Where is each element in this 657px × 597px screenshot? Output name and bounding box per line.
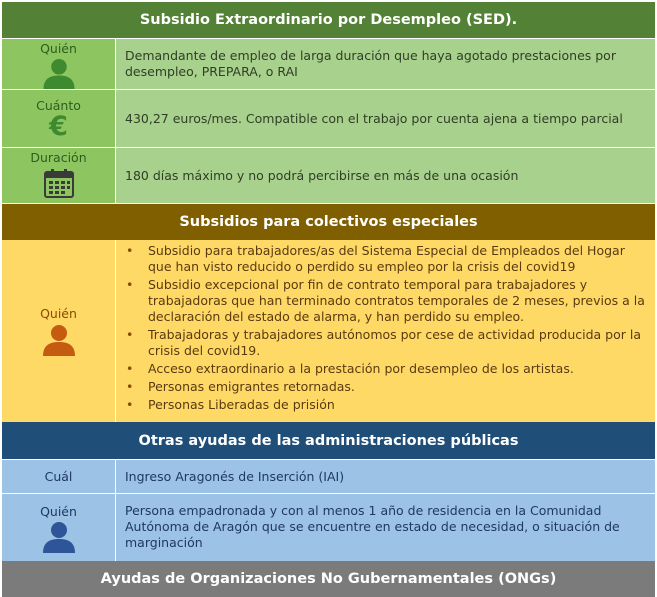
sed-title: Subsidio Extraordinario por Desempleo (S… [139, 12, 518, 28]
otras-cual-label-cell: Cuál [2, 460, 116, 493]
list-item: Personas Liberadas de prisión [124, 397, 649, 413]
otras-row-quien: Quién Persona empadronada y con al menos… [2, 493, 655, 561]
otras-row-cual: Cuál Ingreso Aragonés de Inserción (IAI) [2, 459, 655, 493]
otras-quien-value-cell: Persona empadronada y con al menos 1 año… [116, 494, 655, 561]
especiales-list: Subsidio para trabajadores/as del Sistem… [116, 240, 655, 415]
otras-cual-text: Ingreso Aragonés de Inserción (IAI) [125, 468, 345, 484]
sed-duracion-value-cell: 180 días máximo y no podrá percibirse en… [116, 148, 655, 203]
list-item: Acceso extraordinario a la prestación po… [124, 361, 649, 377]
sed-row-cuanto: Cuánto € 430,27 euros/mes. Compatible co… [2, 89, 655, 147]
sed-duracion-label: Duración [30, 150, 87, 165]
otras-quien-text: Persona empadronada y con al menos 1 año… [125, 503, 620, 550]
otras-cual-label: Cuál [44, 469, 73, 484]
sed-cuanto-label-cell: Cuánto € [2, 90, 116, 147]
sed-quien-text: Demandante de empleo de larga duración q… [125, 48, 616, 79]
calendar-icon [43, 169, 74, 198]
especiales-row-quien: Quién Subsidio para trabajadores/as del … [2, 240, 655, 422]
sed-header: Subsidio Extraordinario por Desempleo (S… [2, 2, 655, 38]
sed-quien-label-cell: Quién [2, 39, 116, 89]
especiales-quien-label-cell: Quién [2, 240, 116, 422]
otras-quien-label-cell: Quién [2, 494, 116, 561]
euro-icon: € [49, 111, 68, 142]
otras-header: Otras ayudas de las administraciones púb… [2, 422, 655, 459]
list-item: Subsidio para trabajadores/as del Sistem… [124, 243, 649, 275]
especiales-title: Subsidios para colectivos especiales [179, 214, 478, 230]
sed-quien-value-cell: Demandante de empleo de larga duración q… [116, 39, 655, 89]
sed-cuanto-value-cell: 430,27 euros/mes. Compatible con el trab… [116, 90, 655, 147]
list-item: Personas emigrantes retornadas. [124, 379, 649, 395]
person-icon [42, 325, 75, 356]
especiales-header: Subsidios para colectivos especiales [2, 204, 655, 240]
especiales-quien-label: Quién [40, 306, 77, 321]
list-item: Subsidio excepcional por fin de contrato… [124, 277, 649, 325]
otras-cual-value-cell: Ingreso Aragonés de Inserción (IAI) [116, 460, 655, 493]
sed-duracion-label-cell: Duración [2, 148, 116, 203]
sed-row-quien: Quién Demandante de empleo de larga dura… [2, 38, 655, 89]
sed-cuanto-label: Cuánto [36, 98, 81, 113]
sed-quien-label: Quién [40, 41, 77, 56]
ongs-title: Ayudas de Organizaciones No Gubernamenta… [100, 571, 557, 587]
otras-quien-label: Quién [40, 504, 77, 519]
ongs-header: Ayudas de Organizaciones No Gubernamenta… [2, 561, 655, 597]
list-item: Trabajadoras y trabajadores autónomos po… [124, 327, 649, 359]
sed-duracion-text: 180 días máximo y no podrá percibirse en… [125, 167, 519, 183]
person-icon [42, 522, 75, 553]
otras-title: Otras ayudas de las administraciones púb… [138, 432, 519, 449]
person-icon [43, 58, 74, 89]
especiales-list-cell: Subsidio para trabajadores/as del Sistem… [116, 240, 655, 422]
sed-row-duracion: Duración 180 días máximo y no podrá perc… [2, 147, 655, 203]
sed-cuanto-text: 430,27 euros/mes. Compatible con el trab… [125, 110, 623, 126]
